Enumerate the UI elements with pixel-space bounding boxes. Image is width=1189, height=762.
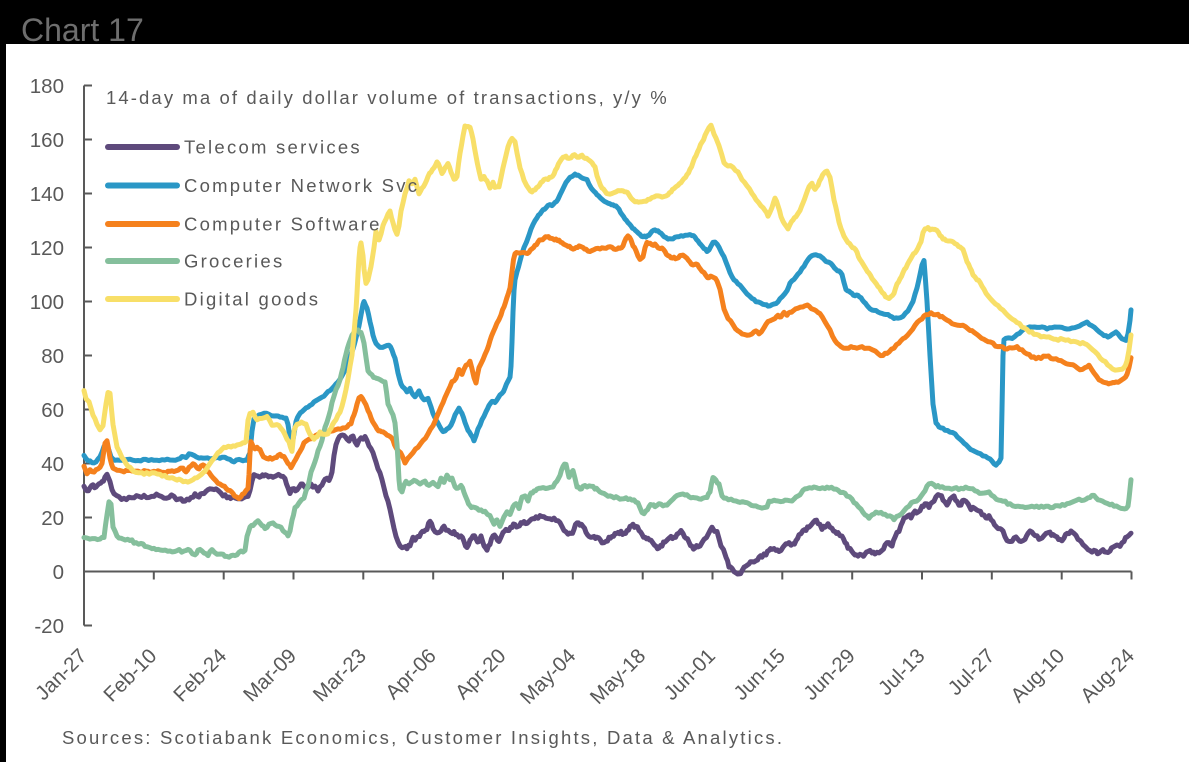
- svg-text:180: 180: [30, 75, 64, 98]
- svg-text:Mar-23: Mar-23: [309, 644, 371, 706]
- svg-text:120: 120: [30, 237, 64, 260]
- svg-text:Computer Network Svc: Computer Network Svc: [184, 175, 419, 196]
- svg-text:May-18: May-18: [586, 644, 651, 709]
- svg-text:140: 140: [30, 183, 64, 206]
- svg-text:160: 160: [30, 129, 64, 152]
- svg-text:Jul-13: Jul-13: [874, 644, 930, 700]
- svg-text:80: 80: [41, 345, 64, 368]
- svg-text:Computer Software: Computer Software: [184, 214, 382, 235]
- svg-text:Jun-29: Jun-29: [799, 644, 860, 705]
- svg-text:Apr-20: Apr-20: [451, 644, 511, 704]
- svg-text:Feb-10: Feb-10: [99, 644, 161, 706]
- svg-text:Apr-06: Apr-06: [381, 644, 441, 704]
- svg-text:May-04: May-04: [516, 644, 581, 709]
- svg-text:14-day ma of daily dollar volu: 14-day ma of daily dollar volume of tran…: [106, 87, 669, 108]
- svg-text:Jun-01: Jun-01: [659, 644, 720, 705]
- svg-text:Aug-10: Aug-10: [1006, 644, 1069, 707]
- svg-text:Mar-09: Mar-09: [239, 644, 301, 706]
- svg-text:0: 0: [53, 561, 64, 584]
- svg-text:Digital goods: Digital goods: [184, 289, 320, 310]
- svg-text:60: 60: [41, 399, 64, 422]
- svg-text:Jul-27: Jul-27: [944, 644, 1000, 700]
- svg-text:-20: -20: [34, 615, 64, 638]
- svg-text:Jun-15: Jun-15: [729, 644, 790, 705]
- svg-text:Jan-27: Jan-27: [31, 644, 92, 705]
- svg-text:20: 20: [41, 507, 64, 530]
- svg-text:Sources: Scotiabank Economics,: Sources: Scotiabank Economics, Customer …: [62, 727, 784, 748]
- svg-text:40: 40: [41, 453, 64, 476]
- svg-text:Groceries: Groceries: [184, 251, 284, 272]
- svg-text:Telecom services: Telecom services: [184, 137, 362, 158]
- svg-text:Aug-24: Aug-24: [1076, 644, 1139, 707]
- svg-text:100: 100: [30, 291, 64, 314]
- svg-text:Feb-24: Feb-24: [169, 644, 231, 706]
